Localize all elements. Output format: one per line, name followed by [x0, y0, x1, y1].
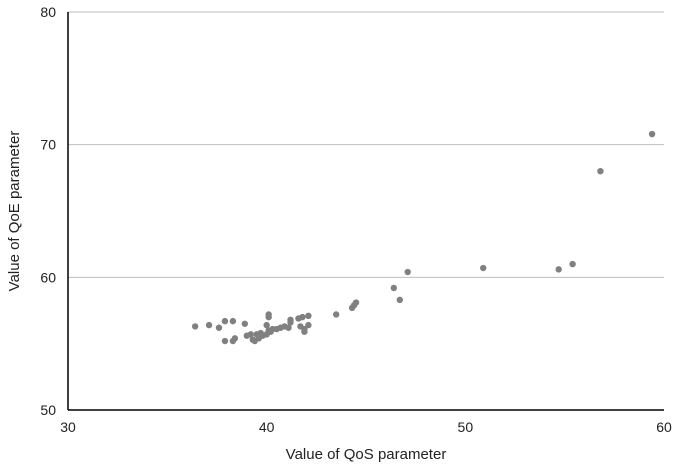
x-tick-label: 30	[60, 419, 76, 435]
y-tick-labels: 50 60 70 80	[40, 4, 56, 418]
data-point	[231, 335, 239, 342]
x-axis-title: Value of QoS parameter	[286, 446, 447, 463]
x-tick-label: 40	[259, 419, 275, 435]
data-point	[299, 313, 306, 321]
x-tick-label: 60	[656, 419, 672, 435]
data-point	[404, 268, 411, 276]
data-point	[191, 323, 199, 330]
data-point	[221, 337, 229, 345]
data-point	[648, 130, 656, 138]
data-point	[265, 311, 272, 318]
y-tick-label: 70	[40, 137, 56, 153]
data-point	[221, 317, 229, 325]
data-point	[287, 316, 294, 323]
x-tick-label: 50	[458, 419, 474, 435]
data-point	[396, 296, 403, 304]
data-point	[480, 264, 487, 272]
x-tick-labels: 30 40 50 60	[60, 419, 672, 435]
y-tick-label: 60	[40, 269, 56, 285]
data-point	[597, 168, 604, 175]
data-point	[333, 311, 340, 318]
data-point	[555, 266, 562, 273]
gridlines	[68, 11, 664, 411]
data-point	[229, 317, 237, 325]
data-point	[569, 260, 576, 268]
data-point	[247, 331, 254, 338]
data-point	[305, 321, 312, 329]
data-point	[205, 321, 213, 329]
data-point	[241, 320, 249, 327]
data-points	[191, 130, 656, 345]
data-point	[305, 312, 312, 320]
data-point	[263, 321, 270, 329]
data-point	[215, 324, 223, 331]
data-point	[390, 284, 398, 292]
y-tick-label: 50	[40, 402, 56, 418]
data-point	[352, 299, 360, 306]
y-tick-label: 80	[40, 4, 56, 20]
y-axis-title: Value of QoE parameter	[6, 131, 23, 292]
data-point	[285, 324, 292, 331]
data-point	[301, 328, 308, 335]
